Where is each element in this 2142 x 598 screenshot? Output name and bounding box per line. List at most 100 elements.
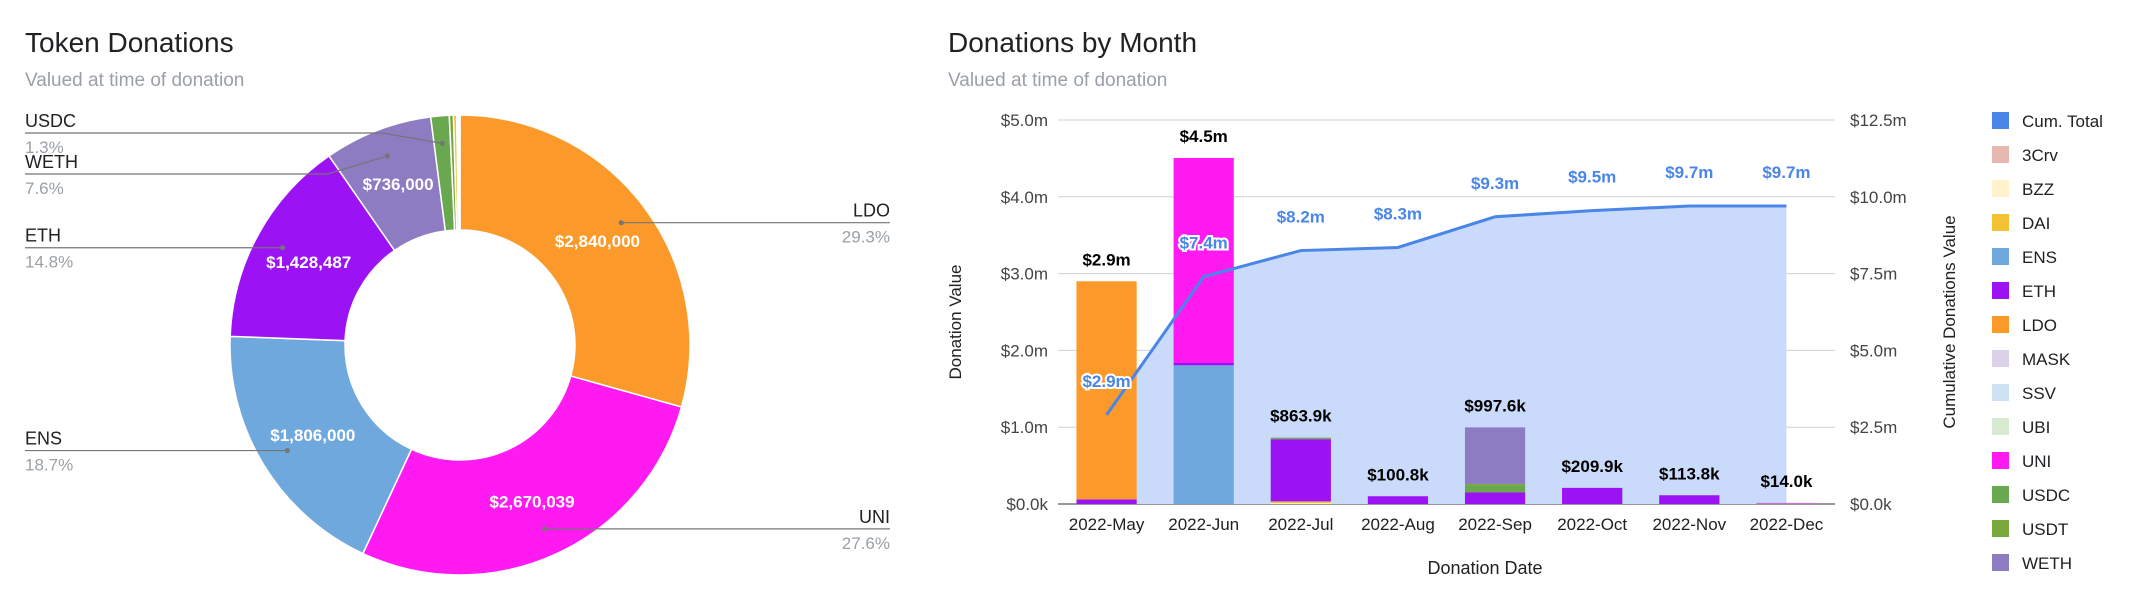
bar-total-label: $4.5m bbox=[1180, 127, 1228, 146]
leader-dot-eth bbox=[280, 245, 286, 251]
legend-swatch-usdc bbox=[1992, 486, 2009, 503]
pie-percent-label-uni: 27.6% bbox=[842, 534, 890, 553]
bar-segment-dai-2022-jul bbox=[1270, 501, 1331, 504]
bar-total-label: $14.0k bbox=[1760, 472, 1813, 491]
legend-swatch-weth bbox=[1992, 554, 2009, 571]
pie-title: Token Donations bbox=[25, 27, 234, 58]
pie-outside-label-weth: WETH bbox=[25, 152, 78, 172]
legend-swatch-dai bbox=[1992, 214, 2009, 231]
pie-value-label-ens: $1,806,000 bbox=[270, 426, 355, 445]
y-axis-label: Donation Value bbox=[946, 265, 965, 380]
bar-segment-usdt-2022-sep bbox=[1464, 483, 1526, 486]
legend-swatch-eth bbox=[1992, 282, 2009, 299]
legend-label-ens: ENS bbox=[2022, 248, 2057, 267]
pie-value-label-ldo: $2,840,000 bbox=[555, 232, 640, 251]
legend-swatch-ens bbox=[1992, 248, 2009, 265]
legend-label-cum-total: Cum. Total bbox=[2022, 112, 2103, 131]
pie-outside-label-ldo: LDO bbox=[853, 201, 890, 221]
y2-tick-label: $2.5m bbox=[1850, 418, 1897, 437]
bar-total-label: $209.9k bbox=[1561, 457, 1623, 476]
y-tick-label: $0.0k bbox=[1006, 495, 1048, 514]
bar-segment-usdt-2022-jul bbox=[1270, 437, 1331, 439]
legend-label-usdt: USDT bbox=[2022, 520, 2068, 539]
bar-segment-eth-2022-dec bbox=[1756, 502, 1817, 504]
bar-segment-ens-2022-jun bbox=[1173, 365, 1234, 504]
pie-outside-label-ens: ENS bbox=[25, 429, 62, 449]
pie-value-label-weth: $736,000 bbox=[363, 175, 434, 194]
legend-label-eth: ETH bbox=[2022, 282, 2056, 301]
leader-line-weth bbox=[25, 155, 388, 175]
bar-segment-weth-2022-sep bbox=[1464, 427, 1526, 484]
legend-label-weth: WETH bbox=[2022, 554, 2072, 573]
y2-tick-label: $7.5m bbox=[1850, 265, 1897, 284]
cumulative-label: $9.7m bbox=[1665, 163, 1713, 182]
bar-segment-ldo-2022-may bbox=[1076, 281, 1137, 500]
legend-label-3crv: 3Crv bbox=[2022, 146, 2058, 165]
legend-label-usdc: USDC bbox=[2022, 486, 2070, 505]
bar-segment-uni-2022-jun bbox=[1173, 157, 1234, 363]
bar-total-label: $100.8k bbox=[1367, 465, 1429, 484]
x-tick-label: 2022-Oct bbox=[1557, 515, 1627, 534]
pie-slice-ens bbox=[229, 335, 413, 555]
cumulative-label: $8.3m bbox=[1374, 204, 1422, 223]
legend-label-ubi: UBI bbox=[2022, 418, 2050, 437]
legend-swatch-bzz bbox=[1992, 180, 2009, 197]
legend-label-bzz: BZZ bbox=[2022, 180, 2054, 199]
pie-subtitle: Valued at time of donation bbox=[25, 70, 244, 91]
y-tick-label: $2.0m bbox=[1001, 341, 1048, 360]
x-tick-label: 2022-Aug bbox=[1361, 515, 1435, 534]
cumulative-label: $2.9m bbox=[1082, 372, 1130, 391]
bar-segment-eth-2022-sep bbox=[1464, 492, 1526, 504]
y-tick-label: $4.0m bbox=[1001, 188, 1048, 207]
cumulative-label: $8.2m bbox=[1277, 208, 1325, 227]
pie-slice-eth bbox=[229, 154, 396, 342]
pie-value-label-eth: $1,428,487 bbox=[266, 253, 351, 272]
bar-segment-usdc-2022-sep bbox=[1464, 485, 1526, 493]
legend-label-ssv: SSV bbox=[2022, 384, 2057, 403]
bar-subtitle: Valued at time of donation bbox=[948, 70, 1167, 91]
pie-slice-uni bbox=[361, 375, 683, 576]
pie-slice-3crv bbox=[457, 114, 461, 231]
legend-swatch-mask bbox=[1992, 350, 2009, 367]
bar-total-label: $863.9k bbox=[1270, 407, 1332, 426]
pie-outside-label-usdc: USDC bbox=[25, 111, 76, 131]
x-tick-label: 2022-Jul bbox=[1268, 515, 1333, 534]
bar-segment-3crv-2022-dec bbox=[1756, 503, 1817, 504]
y-tick-label: $3.0m bbox=[1001, 265, 1048, 284]
legend-label-uni: UNI bbox=[2022, 452, 2051, 471]
pie-value-label-uni: $2,670,039 bbox=[490, 493, 575, 512]
pie-percent-label-usdc: 1.3% bbox=[25, 138, 64, 157]
x-tick-label: 2022-May bbox=[1069, 515, 1145, 534]
legend-swatch-ubi bbox=[1992, 418, 2009, 435]
pie-slice-ldo bbox=[459, 114, 691, 408]
cumulative-area bbox=[1106, 206, 1787, 505]
bar-segment-usdc-2022-jul bbox=[1270, 438, 1331, 440]
bar-segment-bzz-2022-jul bbox=[1270, 503, 1331, 504]
pie-percent-label-eth: 14.8% bbox=[25, 253, 73, 272]
leader-dot-ldo bbox=[618, 220, 624, 226]
legend: Cum. Total 3Crv BZZ DAI ENS ETH LDO MASK SSV UBI U… bbox=[1992, 112, 2103, 573]
leader-dot-ens bbox=[284, 448, 290, 454]
pie-outside-label-uni: UNI bbox=[859, 507, 890, 527]
x-tick-label: 2022-Nov bbox=[1652, 515, 1726, 534]
bar-segment-eth-2022-jun bbox=[1173, 362, 1234, 366]
x-tick-label: 2022-Dec bbox=[1750, 515, 1824, 534]
pie-percent-label-ldo: 29.3% bbox=[842, 228, 890, 247]
legend-swatch-usdt bbox=[1992, 520, 2009, 537]
y-tick-label: $1.0m bbox=[1001, 418, 1048, 437]
bar-segment-eth-2022-nov bbox=[1659, 495, 1720, 504]
leader-line-usdc bbox=[25, 132, 443, 144]
leader-dot-uni bbox=[542, 526, 548, 532]
x-tick-label: 2022-Sep bbox=[1458, 515, 1532, 534]
y2-tick-label: $0.0k bbox=[1850, 495, 1892, 514]
leader-dot-weth bbox=[384, 153, 390, 159]
pie-outside-label-eth: ETH bbox=[25, 226, 61, 246]
bar-total-label: $113.8k bbox=[1659, 464, 1720, 483]
legend-swatch-ldo bbox=[1992, 316, 2009, 333]
cumulative-label: $9.5m bbox=[1568, 168, 1616, 187]
legend-swatch-uni bbox=[1992, 452, 2009, 469]
cumulative-label: $7.4m bbox=[1180, 234, 1228, 253]
donut-chart: $2,840,000 $2,670,039 $1,806,000 $1,428,487… bbox=[25, 111, 890, 576]
bar-total-label: $2.9m bbox=[1082, 250, 1130, 269]
